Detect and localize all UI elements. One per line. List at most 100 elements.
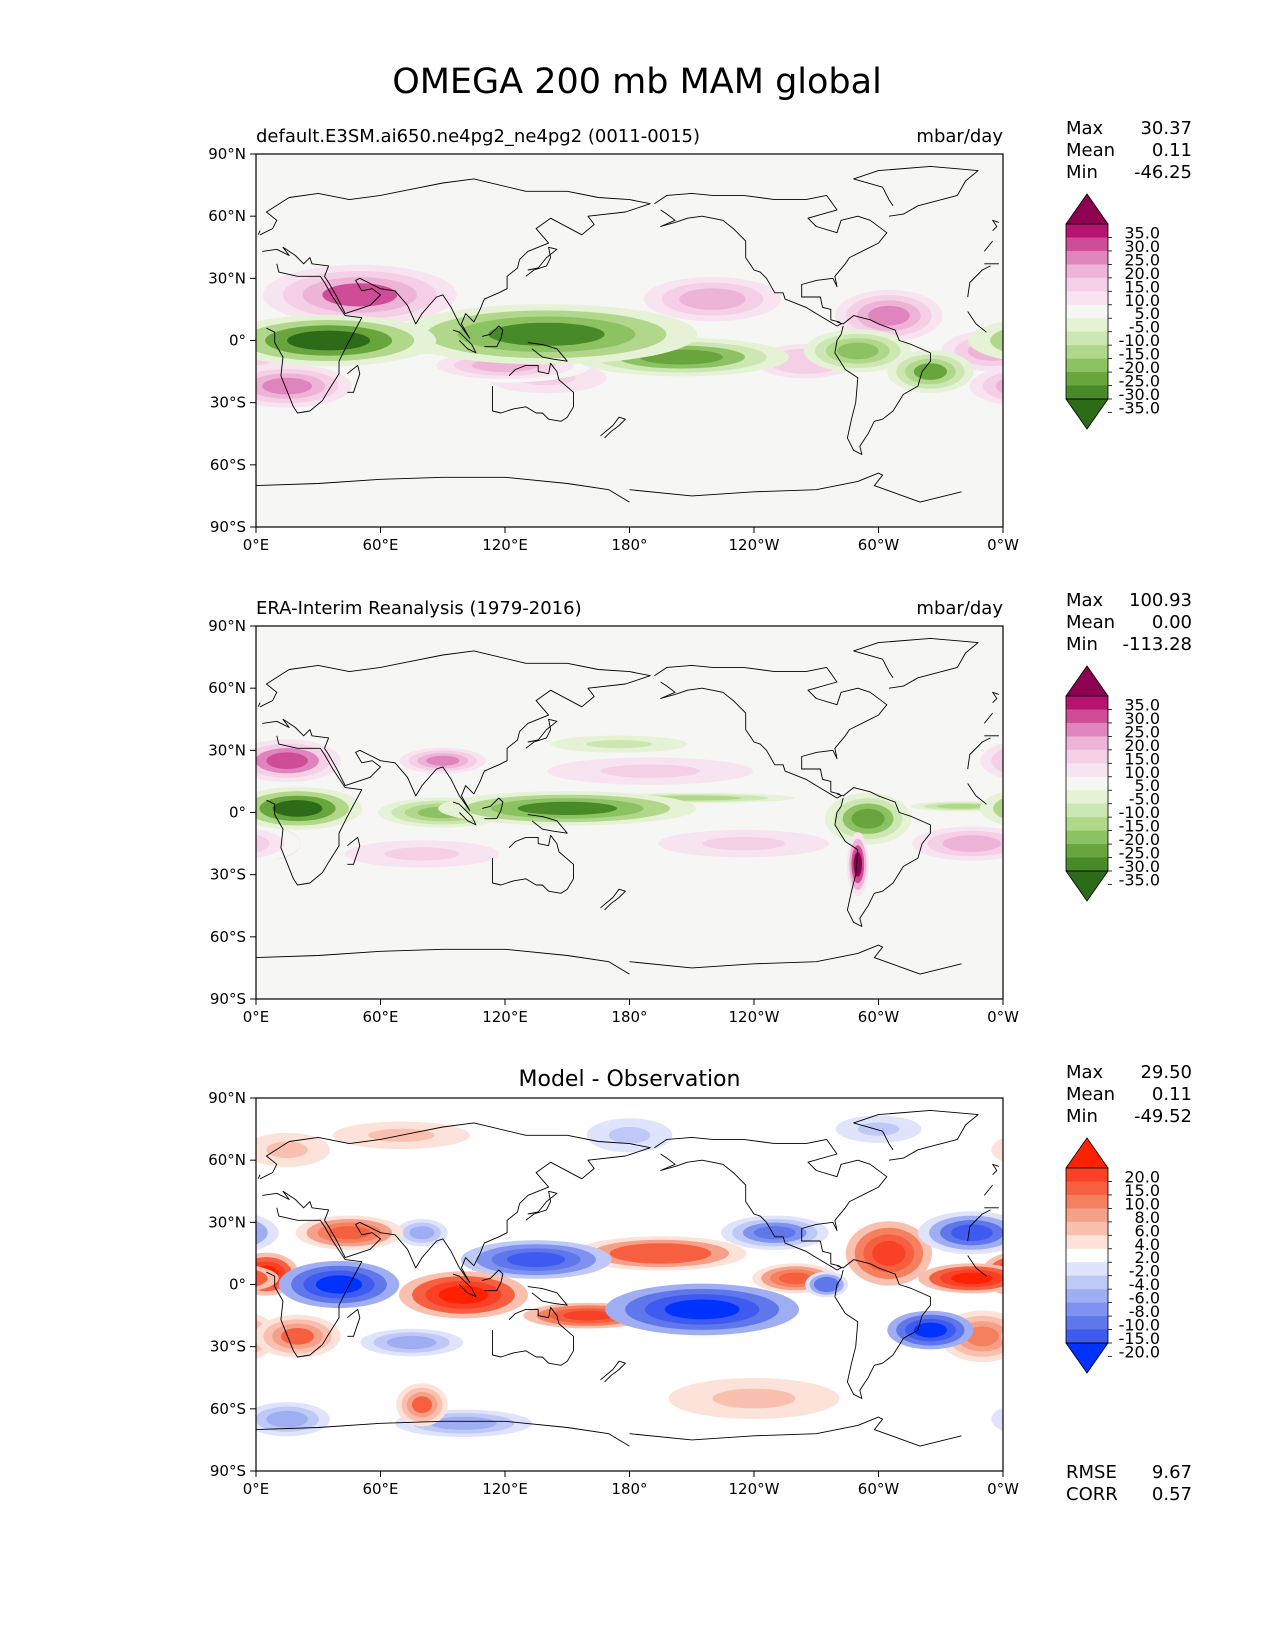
- y-tick-label: 30°S: [210, 1338, 246, 1356]
- colorbar-tick-label: 10.0: [1124, 291, 1160, 310]
- contour-level: [608, 1127, 651, 1144]
- colorbar-swatch: [1066, 1194, 1108, 1209]
- coastline-antarctica-coast-0: [629, 472, 962, 503]
- contour-level: [982, 372, 1003, 400]
- coastline-africa-1: [266, 735, 363, 886]
- x-tick-label: 120°E: [482, 1480, 528, 1498]
- field-maritime-continent-ascent: [395, 304, 698, 365]
- colorbar-tick-label: -4.0: [1129, 1275, 1160, 1294]
- contour-level: [1002, 758, 1003, 764]
- x-tick-label: 180°: [611, 536, 647, 554]
- colorbar-tick-label: -10.0: [1119, 331, 1160, 350]
- stat-mean-label: Mean: [1066, 1084, 1115, 1105]
- contour-level: [506, 1252, 566, 1268]
- colorbar-tick-label: -20.0: [1119, 1342, 1160, 1361]
- contour-level: [409, 1226, 435, 1240]
- contour-level: [778, 1272, 813, 1285]
- map-coastlines: [256, 165, 1000, 503]
- contour-level: [851, 808, 885, 829]
- colorbar-tick-label: -15.0: [1119, 817, 1160, 836]
- stat-min-label: Min: [1066, 634, 1098, 655]
- x-tick-label: 0°E: [243, 536, 270, 554]
- map-field: [256, 733, 1003, 897]
- panel-units: mbar/day: [916, 598, 1003, 619]
- colorbar-swatch: [1066, 709, 1108, 724]
- contour-level: [968, 321, 1003, 360]
- colorbar-swatch: [1066, 345, 1108, 360]
- stat-max-label: Max: [1066, 590, 1104, 611]
- field-brazil-ascent: [887, 350, 974, 394]
- colorbar-swatch: [1066, 385, 1108, 400]
- contour-level: [266, 752, 308, 769]
- colorbar-swatch: [1066, 318, 1108, 333]
- colorbar-tick-label: -20.0: [1119, 830, 1160, 849]
- contour-level: [256, 1220, 268, 1245]
- contour-level: [266, 1410, 308, 1428]
- colorbar-tick-label: -8.0: [1129, 1302, 1160, 1321]
- colorbar-tick-label: -25.0: [1119, 844, 1160, 863]
- colorbar-tick-label: -30.0: [1119, 385, 1160, 404]
- colorbar-tick-label: 25.0: [1124, 722, 1160, 741]
- contour-level: [627, 1246, 694, 1260]
- contour-level: [600, 764, 701, 778]
- y-tick-label: 60°N: [208, 1151, 246, 1169]
- colorbar-swatch: [1066, 358, 1108, 373]
- panel-title: Model - Observation: [519, 1067, 741, 1092]
- x-tick-label: 60°W: [858, 1480, 900, 1498]
- contour-level: [857, 1122, 900, 1136]
- coastline-antarctica-coast-0: [629, 1416, 962, 1447]
- contour-level: [280, 1328, 315, 1345]
- panel-observation: 0°E 60°E 120°E 180° 120°W 60°W 0°W 90°N 60°N 30°N…: [208, 590, 1192, 1026]
- field-africa-ascent: [256, 314, 1003, 367]
- coastline-antarctica-coast-0: [629, 944, 962, 975]
- coastline-australia: [492, 834, 574, 894]
- contour-level: [664, 1299, 740, 1320]
- contour-level: [868, 305, 910, 326]
- coastline-africa-0: [967, 265, 991, 298]
- x-tick-label: 180°: [611, 1008, 647, 1026]
- contour-level: [262, 377, 312, 395]
- colorbar-tick-label: 20.0: [1124, 736, 1160, 755]
- coastline-eurasia-0: [983, 712, 993, 724]
- colorbar-swatch: [1066, 1329, 1108, 1344]
- coastline-uk-1: [257, 230, 261, 235]
- contour-level: [951, 1224, 993, 1241]
- stat-min-label: Min: [1066, 1106, 1098, 1127]
- field-east-pacific-negative: [721, 1215, 829, 1250]
- contour-level: [315, 1275, 363, 1294]
- stat-max-value: 30.37: [1140, 118, 1192, 139]
- field-west-pacific-negative: [460, 1240, 612, 1279]
- contour-level: [818, 1279, 835, 1290]
- colorbar-swatch: [1066, 1235, 1108, 1250]
- x-tick-label: 60°W: [858, 536, 900, 554]
- contour-level: [979, 791, 1003, 825]
- colorbar-swatch: [1066, 790, 1108, 805]
- x-tick-label: 180°: [611, 1480, 647, 1498]
- contour-level: [386, 1335, 437, 1350]
- coastline-madagascar: [347, 836, 361, 865]
- coastline-africa-1: [266, 1207, 363, 1358]
- coastline-africa-1: [266, 263, 363, 414]
- x-tick-label: 60°E: [362, 536, 398, 554]
- panel-units: mbar/day: [916, 126, 1003, 147]
- colorbar-extend-max: [1065, 193, 1109, 225]
- contour-level: [990, 329, 1003, 352]
- coastline-africa-2: [967, 783, 987, 805]
- colorbar-tick-label: -15.0: [1119, 345, 1160, 364]
- contour-level: [913, 363, 948, 380]
- colorbar-swatch: [1066, 857, 1108, 872]
- colorbar-swatch: [1066, 830, 1108, 845]
- colorbar-swatch: [1066, 1168, 1108, 1182]
- colorbar-tick-label: 20.0: [1124, 264, 1160, 283]
- colorbar-tick-label: -5.0: [1129, 790, 1160, 809]
- coastline-uk-2: [992, 1163, 1000, 1176]
- colorbar-tick-label: 8.0: [1135, 1208, 1160, 1227]
- coastline-madagascar: [347, 364, 361, 393]
- colorbar-tick-label: 20.0: [1124, 1167, 1160, 1186]
- field-africa-negative: [278, 1260, 400, 1309]
- coastline-new-zealand: [600, 416, 626, 439]
- coastline-japan: [525, 246, 558, 277]
- contour-level: [256, 828, 285, 859]
- colorbar-swatch: [1066, 224, 1108, 238]
- coastline-south-america: [834, 787, 931, 927]
